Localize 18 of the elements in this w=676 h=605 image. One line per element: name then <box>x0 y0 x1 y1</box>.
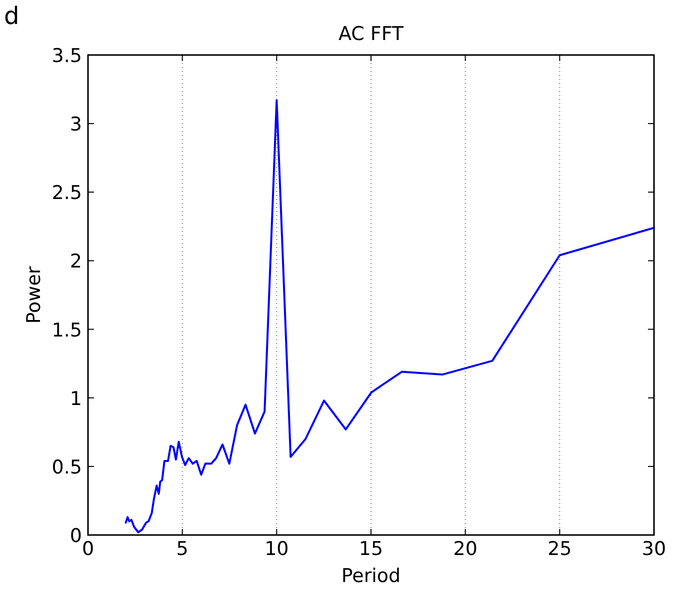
y-tick-label: 2 <box>70 250 82 273</box>
line-series <box>124 99 655 534</box>
y-tick-label: 3 <box>70 114 82 136</box>
y-tick-label: 1 <box>70 388 82 410</box>
x-tick-label: 20 <box>453 538 478 560</box>
x-tick-label: 10 <box>264 538 289 560</box>
y-axis-title: Power <box>23 266 45 324</box>
x-tick-label: 15 <box>358 538 384 560</box>
x-tick-label: 30 <box>642 538 666 560</box>
x-tick-label: 25 <box>548 538 572 560</box>
text: d <box>4 2 20 30</box>
y-tick-label: 1.5 <box>52 319 82 342</box>
y-tick-label: 2.5 <box>52 182 82 204</box>
x-axis-title: Period <box>341 565 401 587</box>
chart-title: AC FFT <box>338 23 404 45</box>
y-tick-label: 3.5 <box>52 45 82 67</box>
y-tick-label: 0.5 <box>52 456 82 478</box>
x-tick-label: 5 <box>176 538 188 560</box>
